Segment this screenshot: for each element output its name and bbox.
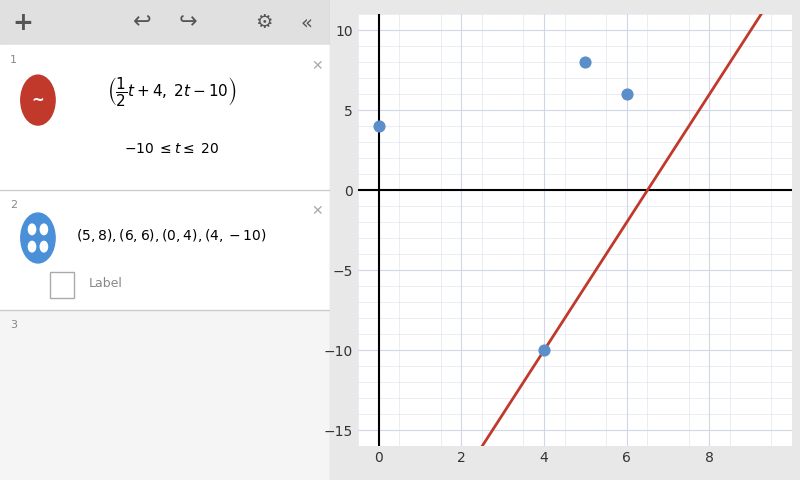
Text: +: + — [13, 11, 34, 35]
Text: ✕: ✕ — [311, 204, 322, 218]
Circle shape — [21, 75, 55, 125]
Text: 2: 2 — [10, 200, 17, 210]
Point — [372, 122, 385, 130]
Text: ✕: ✕ — [311, 60, 322, 73]
Text: 3: 3 — [10, 320, 17, 330]
Point — [620, 91, 633, 98]
Circle shape — [21, 213, 55, 263]
Circle shape — [40, 241, 47, 252]
Bar — [50, 272, 74, 298]
Bar — [0, 0, 330, 45]
Point — [579, 59, 592, 66]
Bar — [0, 310, 330, 480]
Text: ⚙: ⚙ — [255, 13, 273, 32]
Text: $(5,8),(6,6),(0,4),(4,-10)$: $(5,8),(6,6),(0,4),(4,-10)$ — [77, 227, 266, 244]
Text: ↩: ↩ — [133, 12, 151, 33]
Point — [538, 347, 550, 354]
Circle shape — [28, 241, 36, 252]
Text: ↪: ↪ — [178, 12, 198, 33]
Text: $\left(\dfrac{1}{2}t + 4,\;2t - 10\right)$: $\left(\dfrac{1}{2}t + 4,\;2t - 10\right… — [106, 75, 237, 108]
Text: $-10 \;\leq t \leq\; 20$: $-10 \;\leq t \leq\; 20$ — [124, 143, 219, 156]
Bar — [0, 45, 330, 190]
Circle shape — [28, 224, 36, 235]
Text: «: « — [301, 13, 313, 32]
Text: 1: 1 — [10, 55, 17, 65]
Bar — [0, 190, 330, 310]
Circle shape — [40, 224, 47, 235]
Text: ~: ~ — [31, 93, 44, 108]
Text: Label: Label — [89, 277, 123, 290]
